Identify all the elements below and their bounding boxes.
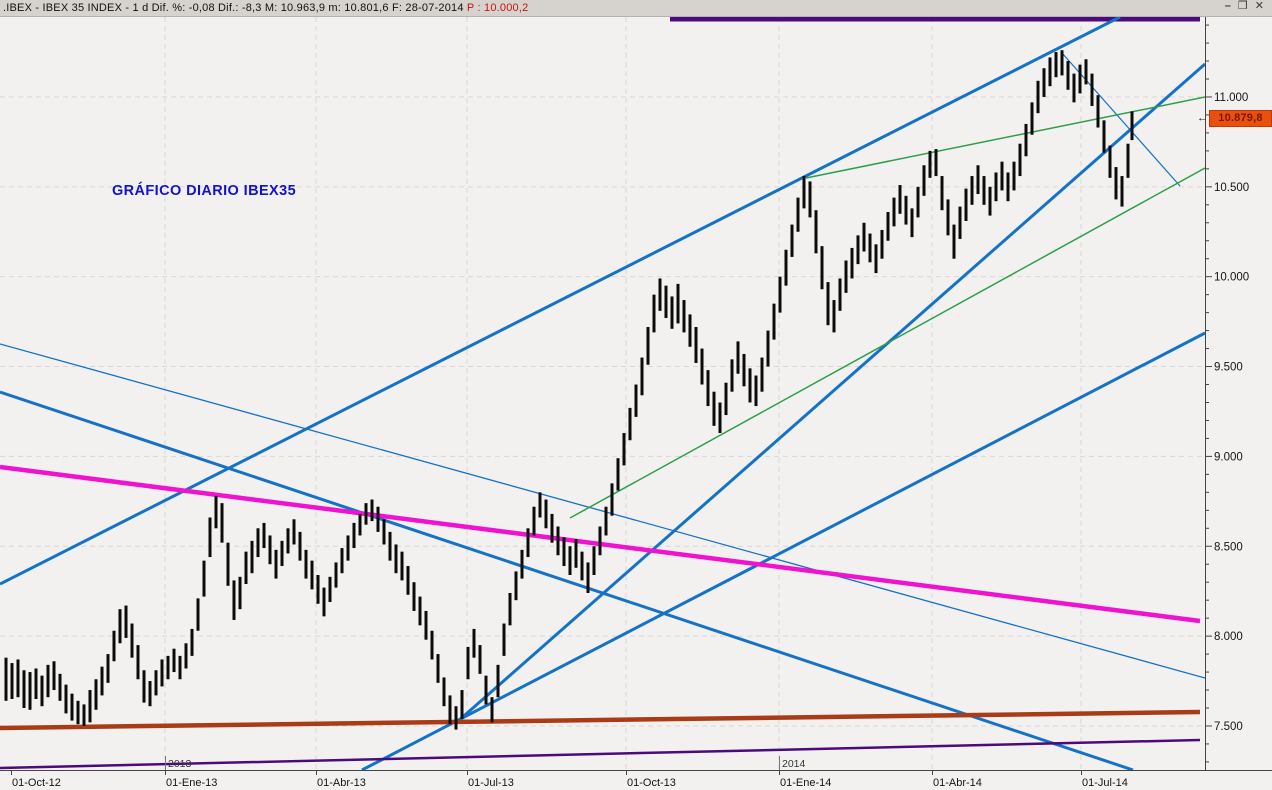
close-button[interactable]: ✕ xyxy=(1254,0,1264,12)
trendline-support-brown xyxy=(0,709,1201,731)
title-bar: .IBEX - IBEX 35 INDEX - 1 d Dif. %: -0,0… xyxy=(0,0,1272,17)
trendline-support-purple-thin xyxy=(0,738,1201,770)
y-axis-label: 8.500 xyxy=(1214,541,1243,553)
price-bars xyxy=(4,50,1134,730)
y-axis-label: 9.500 xyxy=(1214,362,1243,374)
window-title-price: P : 10.000,2 xyxy=(466,2,529,14)
y-axis-label: 8.000 xyxy=(1214,631,1243,643)
x-axis-label: 01-Jul-13 xyxy=(468,777,514,789)
x-axis-label: 01-Jul-14 xyxy=(1082,777,1128,789)
trendline-green-support-line xyxy=(569,167,1205,519)
trendline-uptrend-steep-blue xyxy=(456,62,1205,724)
window-title: .IBEX - IBEX 35 INDEX - 1 d Dif. %: -0,0… xyxy=(3,2,467,14)
x-axis-label: 01-Ene-13 xyxy=(166,777,217,789)
x-axis-label: 01-Abr-14 xyxy=(933,777,982,789)
y-axis-label: 10.000 xyxy=(1214,272,1249,284)
y-axis-label: 9.000 xyxy=(1214,451,1243,463)
chart-annotation: GRÁFICO DIARIO IBEX35 xyxy=(112,183,297,199)
axes: 11.000 10.500 10.000 9.500 9.000 8.500 8.000 7.… xyxy=(0,17,1272,789)
price-arrow-icon: ← xyxy=(1197,112,1208,124)
x-axis-label: 01-Ene-14 xyxy=(780,777,831,789)
y-axis-label: 7.500 xyxy=(1214,721,1243,733)
vertical-gridlines xyxy=(164,17,1082,770)
trendline-downtrend-thin-blue xyxy=(0,343,1205,679)
year-label: 2014 xyxy=(782,758,806,770)
x-axis-label: 01-Oct-12 xyxy=(12,777,61,789)
y-axis-label: 10.500 xyxy=(1214,182,1249,194)
x-axis-label: 01-Abr-13 xyxy=(317,777,366,789)
y-axis-label: 11.000 xyxy=(1214,92,1248,104)
trendline-peak-decline-thin-blue xyxy=(1061,52,1181,187)
year-label: 2013 xyxy=(168,758,192,770)
last-price-label: 10.879,8 xyxy=(1209,110,1272,127)
window-controls: – ❒ ✕ xyxy=(1225,0,1264,14)
maximize-button[interactable]: ❒ xyxy=(1237,0,1248,12)
trendline-downtrend-thick-blue xyxy=(0,390,1134,770)
trendline-green-peak-line xyxy=(805,96,1205,179)
trendline-uptrend-lower-blue xyxy=(361,331,1205,770)
x-axis-label: 01-Oct-13 xyxy=(627,777,676,789)
minimize-button[interactable]: – xyxy=(1224,0,1231,12)
